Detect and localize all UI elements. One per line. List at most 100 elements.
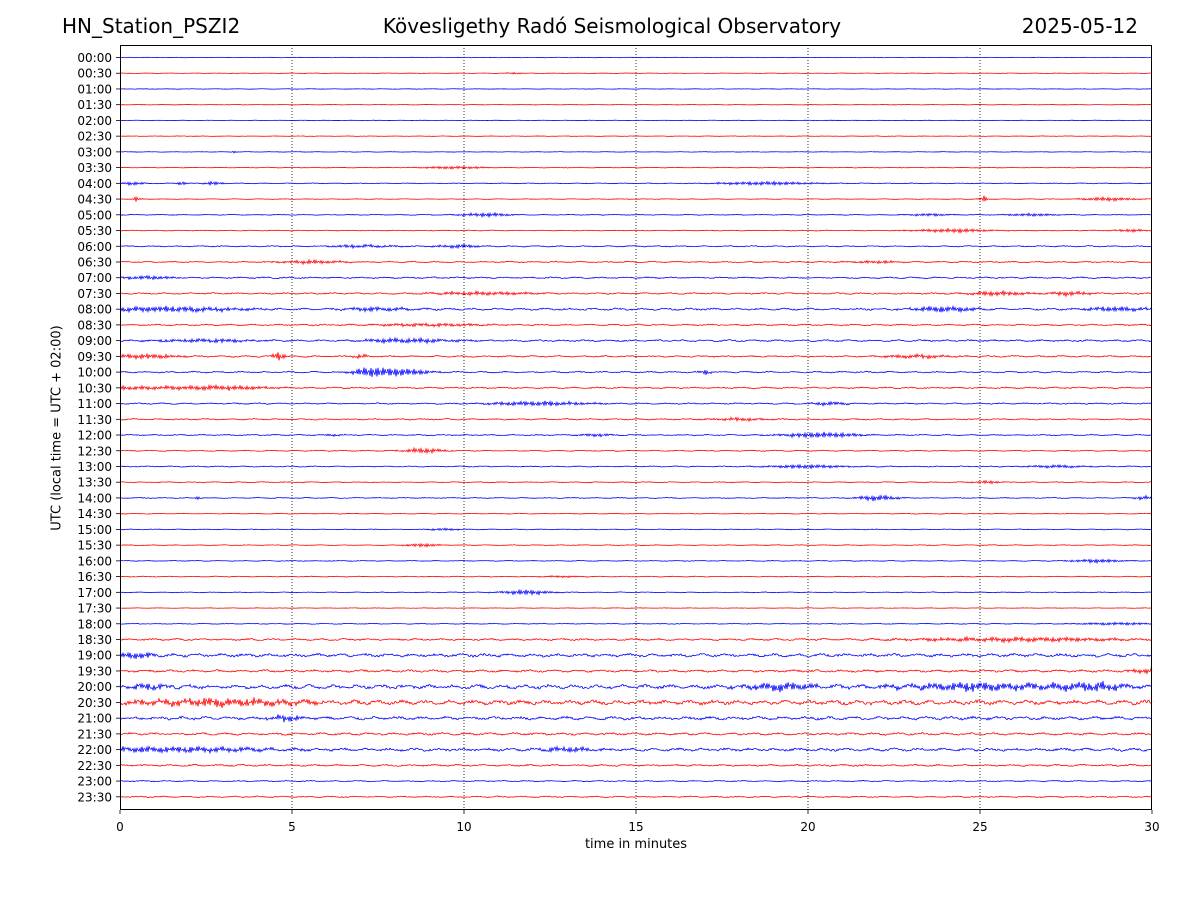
trace-2030 [119,697,1153,709]
trace-1000 [119,367,1153,378]
x-tick-label: 10 [456,820,471,834]
y-tick-label: 03:30 [77,161,112,175]
x-tick-label: 0 [116,820,124,834]
y-tick-label: 12:00 [77,429,112,443]
y-tick-label: 02:00 [77,114,112,128]
trace-1830 [119,635,1153,644]
trace-1300 [119,463,1153,470]
trace-1500 [119,527,1153,532]
y-tick-label: 04:30 [77,193,112,207]
y-tick-label: 19:00 [77,649,112,663]
x-tick-label: 20 [800,820,815,834]
trace-1930 [119,667,1153,676]
trace-1530 [119,542,1153,549]
trace-1730 [119,607,1153,609]
trace-0430 [119,195,1153,203]
trace-0800 [119,304,1153,314]
y-tick-label: 18:00 [77,617,112,631]
y-tick-label: 00:30 [77,67,112,81]
y-tick-label: 13:00 [77,460,112,474]
y-tick-label: 07:30 [77,287,112,301]
y-tick-label: 21:30 [77,727,112,741]
y-tick-label: 11:30 [77,413,112,427]
x-tick-label: 25 [972,820,987,834]
trace-0230 [119,135,1153,137]
trace-2000 [119,680,1153,693]
trace-0830 [119,322,1153,328]
x-axis-label: time in minutes [584,837,688,852]
y-tick-label: 10:30 [77,381,112,395]
trace-1030 [119,383,1153,392]
trace-0200 [119,119,1153,122]
trace-0700 [119,274,1153,281]
y-tick-label: 23:30 [77,790,112,804]
y-tick-label: 11:00 [77,397,112,411]
y-tick-label: 08:30 [77,318,112,332]
trace-0530 [119,227,1153,234]
trace-2300 [119,779,1153,783]
trace-1900 [119,651,1153,660]
y-tick-label: 08:00 [77,303,112,317]
y-tick-label: 18:30 [77,633,112,647]
y-tick-label: 01:30 [77,98,112,112]
y-tick-label: 15:00 [77,523,112,537]
y-tick-label: 13:30 [77,476,112,490]
trace-1800 [119,621,1153,626]
plot-frame [120,45,1152,810]
trace-1600 [119,558,1153,565]
trace-2230 [119,763,1153,767]
y-tick-label: 19:30 [77,664,112,678]
y-tick-label: 05:00 [77,208,112,222]
y-tick-label: 04:00 [77,177,112,191]
y-tick-label: 00:00 [77,51,112,65]
trace-lines [119,56,1153,799]
y-tick-label: 22:30 [77,759,112,773]
trace-0730 [119,289,1153,298]
x-tick-label: 15 [628,820,643,834]
y-tick-label: 12:30 [77,444,112,458]
y-tick-label: 14:30 [77,507,112,521]
y-tick-label: 15:30 [77,539,112,553]
y-tick-label: 14:00 [77,491,112,505]
y-tick-label: 01:00 [77,82,112,96]
y-tick-label: 03:00 [77,145,112,159]
y-tick-label: 10:00 [77,366,112,380]
trace-2330 [119,795,1153,799]
trace-2130 [119,731,1153,736]
trace-0130 [119,104,1153,106]
y-tick-label: 22:00 [77,743,112,757]
trace-2200 [119,745,1153,755]
trace-0600 [119,242,1153,250]
trace-0300 [119,150,1153,154]
trace-0630 [119,258,1153,266]
y-tick-label: 20:30 [77,696,112,710]
y-tick-label: 17:30 [77,602,112,616]
trace-0900 [119,336,1153,345]
trace-0500 [119,211,1153,219]
vertical-grid [291,45,981,810]
y-tick-label: 06:00 [77,240,112,254]
y-tick-label: 17:00 [77,586,112,600]
trace-0330 [119,165,1153,171]
chart-date: 2025-05-12 [1021,14,1138,38]
x-tick-label: 5 [288,820,296,834]
trace-1630 [119,575,1153,579]
y-tick-label: 20:00 [77,680,112,694]
y-tick-label: 05:30 [77,224,112,238]
x-tick-label: 30 [1144,820,1159,834]
y-tick-label: 23:00 [77,775,112,789]
trace-2100 [119,714,1153,723]
y-axis-label: UTC (local time = UTC + 02:00) [49,325,65,531]
trace-1400 [119,494,1153,502]
y-tick-label: 21:00 [77,712,112,726]
y-tick-label: 16:00 [77,554,112,568]
trace-1100 [119,400,1153,407]
y-tick-label: 07:00 [77,271,112,285]
trace-1200 [119,431,1153,439]
trace-1330 [119,479,1153,485]
y-tick-label: 02:30 [77,130,112,144]
y-tick-label: 16:30 [77,570,112,584]
trace-1430 [119,512,1153,515]
